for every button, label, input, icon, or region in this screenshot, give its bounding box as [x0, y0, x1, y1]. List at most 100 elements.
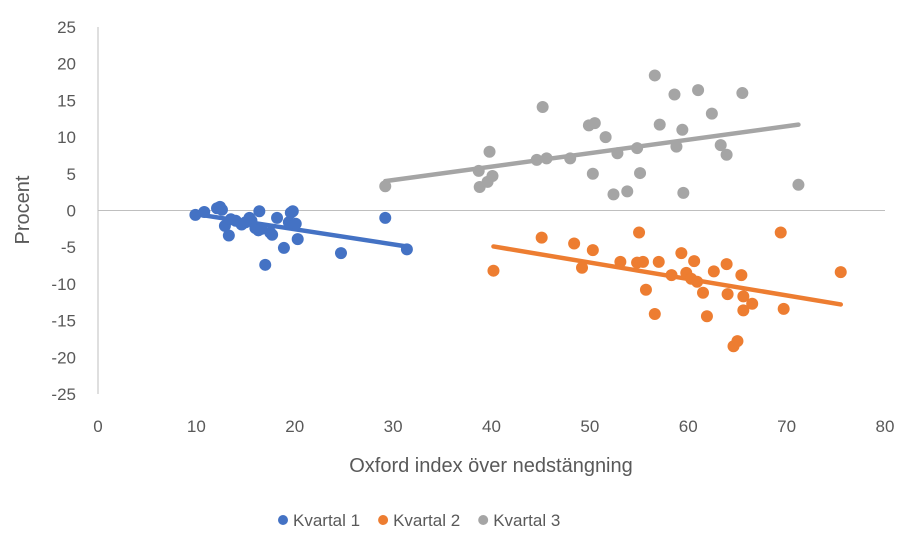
- data-point: [634, 167, 647, 180]
- legend-item: Kvartal 2: [378, 511, 460, 530]
- legend-label: Kvartal 1: [293, 511, 360, 530]
- data-point: [648, 69, 661, 82]
- data-point: [792, 178, 805, 191]
- data-point: [576, 261, 589, 274]
- data-point: [721, 288, 734, 301]
- x-tick-label: 80: [876, 417, 895, 436]
- data-point: [653, 118, 666, 131]
- y-tick-label: 10: [57, 128, 76, 147]
- data-point: [564, 152, 577, 165]
- data-point: [614, 255, 627, 268]
- x-tick-labels: 0 10 20 30 40 50 60 70 80: [93, 417, 894, 436]
- legend-marker: [378, 515, 389, 525]
- data-point: [379, 180, 392, 193]
- y-tick-labels: 25 20 15 10 5 0 -5 -10 -15 -20 -25: [51, 18, 76, 404]
- y-tick-label: -5: [61, 238, 76, 257]
- series-3: [379, 69, 805, 201]
- data-point: [668, 88, 681, 101]
- data-point: [607, 188, 620, 201]
- y-axis-title: Procent: [12, 175, 34, 244]
- data-point: [599, 131, 612, 144]
- data-point: [652, 255, 665, 268]
- data-point: [720, 258, 733, 271]
- data-point: [774, 226, 787, 239]
- data-point: [611, 147, 624, 160]
- data-point: [400, 243, 413, 256]
- x-tick-label: 20: [285, 417, 304, 436]
- data-point: [289, 217, 302, 230]
- trendline: [383, 122, 801, 184]
- x-tick-label: 40: [482, 417, 501, 436]
- data-point: [334, 247, 347, 260]
- data-point: [688, 255, 701, 268]
- y-tick-label: 15: [57, 91, 76, 110]
- data-point: [636, 255, 649, 268]
- data-point: [271, 211, 284, 224]
- data-point: [735, 269, 748, 282]
- data-point: [472, 164, 485, 177]
- data-point: [291, 233, 304, 246]
- data-point: [536, 101, 549, 114]
- legend-label: Kvartal 2: [393, 511, 460, 530]
- data-point: [676, 123, 689, 136]
- x-tick-label: 60: [679, 417, 698, 436]
- y-tick-label: -20: [51, 348, 76, 367]
- data-point: [286, 205, 299, 218]
- data-point: [834, 266, 847, 279]
- data-point: [215, 203, 228, 216]
- legend-marker: [478, 515, 489, 525]
- series-1: [189, 200, 413, 271]
- data-point: [253, 205, 266, 218]
- data-point: [692, 84, 705, 97]
- data-point: [736, 87, 749, 100]
- legend-item: Kvartal 3: [478, 511, 560, 530]
- data-point: [540, 152, 553, 165]
- x-axis-title: Oxford index över nedstängning: [349, 455, 633, 477]
- data-point: [746, 297, 759, 310]
- data-point: [535, 231, 548, 244]
- data-point: [621, 185, 634, 198]
- data-point: [720, 148, 733, 161]
- data-point: [700, 310, 713, 323]
- y-tick-label: 5: [67, 165, 76, 184]
- plot-area: [189, 69, 847, 353]
- data-point: [670, 140, 683, 153]
- data-point: [737, 304, 750, 317]
- data-point: [586, 167, 599, 180]
- data-point: [588, 117, 601, 130]
- data-point: [705, 107, 718, 120]
- legend-label: Kvartal 3: [493, 511, 560, 530]
- data-point: [266, 228, 279, 241]
- y-tick-label: 25: [57, 18, 76, 37]
- data-point: [277, 241, 290, 254]
- data-point: [777, 302, 790, 315]
- series-2: [487, 226, 847, 353]
- x-tick-label: 50: [580, 417, 599, 436]
- data-point: [665, 269, 678, 282]
- legend-item: Kvartal 1: [278, 511, 360, 530]
- data-point: [633, 226, 646, 239]
- y-tick-label: -10: [51, 275, 76, 294]
- x-tick-label: 10: [187, 417, 206, 436]
- data-point: [648, 307, 661, 320]
- data-point: [677, 186, 690, 199]
- data-point: [691, 275, 704, 288]
- y-tick-label: 20: [57, 55, 76, 74]
- data-point: [487, 264, 500, 277]
- x-tick-label: 70: [777, 417, 796, 436]
- y-tick-label: 0: [67, 202, 76, 221]
- data-point: [379, 211, 392, 224]
- data-point: [198, 205, 211, 218]
- data-point: [714, 139, 727, 152]
- data-point: [675, 247, 688, 260]
- x-tick-label: 0: [93, 417, 102, 436]
- data-point: [483, 145, 496, 158]
- x-tick-label: 30: [384, 417, 403, 436]
- data-point: [259, 258, 272, 271]
- data-point: [707, 265, 720, 278]
- y-tick-label: -25: [51, 385, 76, 404]
- data-point: [697, 286, 710, 299]
- data-point: [731, 335, 744, 348]
- data-point: [639, 283, 652, 296]
